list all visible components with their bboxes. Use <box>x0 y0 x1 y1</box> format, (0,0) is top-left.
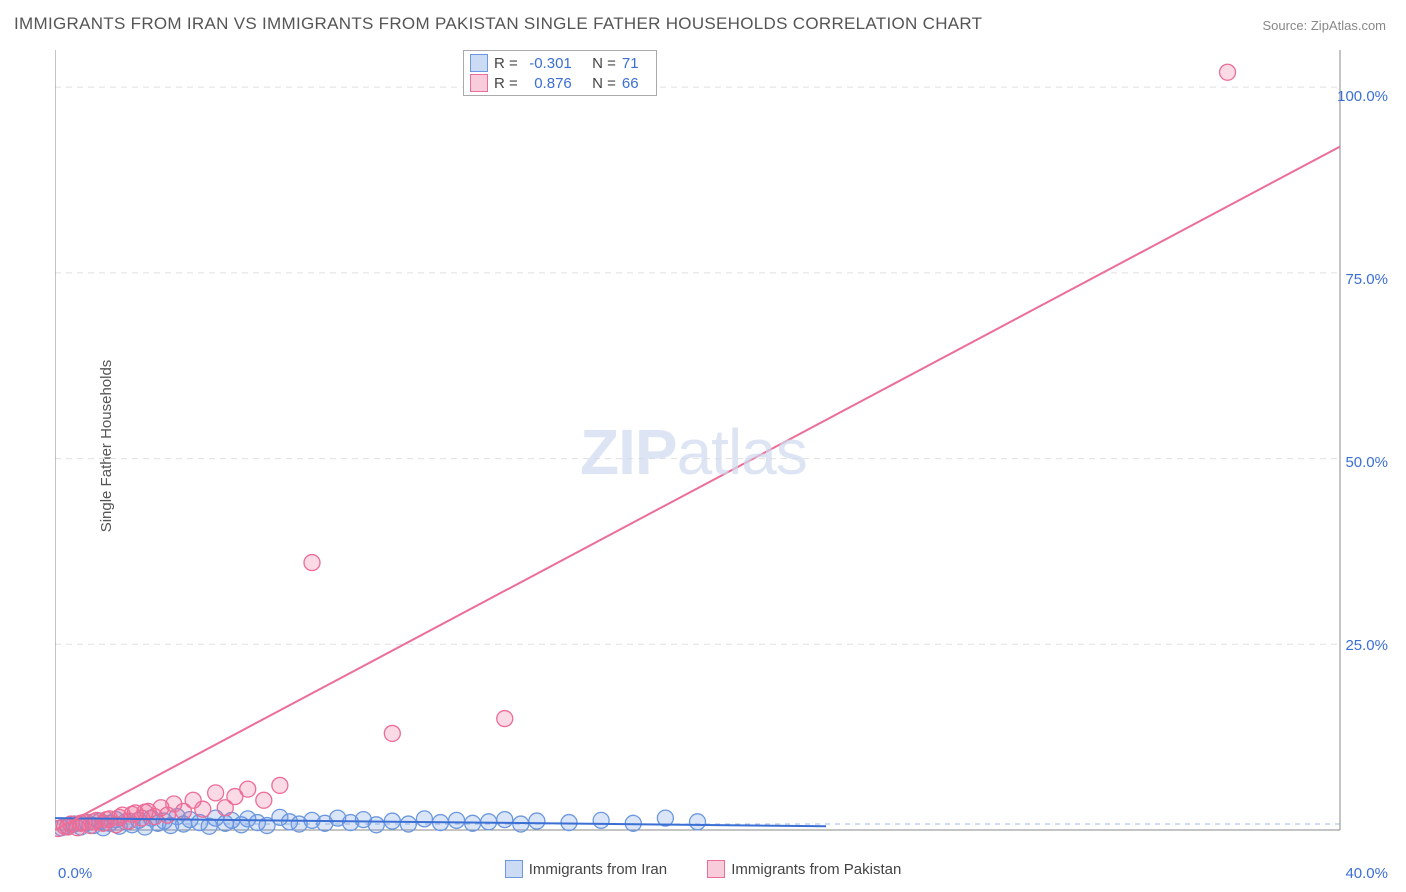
legend-label: Immigrants from Iran <box>529 861 667 878</box>
legend-stats-row: R = 0.876 N = 66 <box>470 73 650 93</box>
legend-stats-box: R = -0.301 N = 71 R = 0.876 N = 66 <box>463 50 657 96</box>
chart-plot-area <box>55 50 1345 850</box>
n-value: 66 <box>622 75 650 92</box>
bottom-legend: Immigrants from Iran Immigrants from Pak… <box>0 860 1406 882</box>
r-label: R = <box>494 75 518 92</box>
chart-svg <box>55 50 1345 850</box>
legend-swatch-blue <box>470 54 488 72</box>
legend-swatch-pink <box>470 74 488 92</box>
r-label: R = <box>494 55 518 72</box>
legend-swatch-pink <box>707 860 725 878</box>
legend-label: Immigrants from Pakistan <box>731 861 901 878</box>
y-tick-label: 25.0% <box>1345 637 1388 654</box>
n-value: 71 <box>622 55 650 72</box>
legend-stats-row: R = -0.301 N = 71 <box>470 53 650 73</box>
chart-title: IMMIGRANTS FROM IRAN VS IMMIGRANTS FROM … <box>14 14 982 34</box>
legend-item: Immigrants from Pakistan <box>707 860 901 878</box>
y-tick-label: 75.0% <box>1345 271 1388 288</box>
y-tick-label: 100.0% <box>1337 88 1388 105</box>
r-value: -0.301 <box>524 55 572 72</box>
legend-swatch-blue <box>505 860 523 878</box>
y-tick-label: 50.0% <box>1345 454 1388 471</box>
r-value: 0.876 <box>524 75 572 92</box>
n-label: N = <box>592 75 616 92</box>
n-label: N = <box>592 55 616 72</box>
source-label: Source: ZipAtlas.com <box>1262 18 1386 33</box>
legend-item: Immigrants from Iran <box>505 860 667 878</box>
